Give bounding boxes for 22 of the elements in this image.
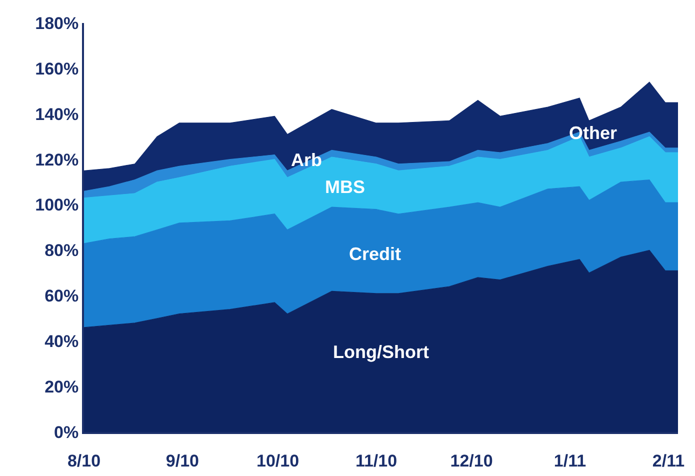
y-tick-label: 180% bbox=[35, 14, 79, 33]
y-tick-label: 40% bbox=[44, 332, 79, 352]
x-tick-label: 1/11 bbox=[554, 451, 586, 470]
series-label: Credit bbox=[349, 244, 402, 264]
y-tick-label: 120% bbox=[35, 150, 79, 170]
series-label: Arb bbox=[291, 150, 322, 170]
x-tick-label: 9/10 bbox=[166, 451, 200, 470]
x-tick-label: 2/11 bbox=[652, 451, 685, 470]
y-tick-label: 20% bbox=[44, 378, 79, 397]
x-tick-label: 10/10 bbox=[256, 451, 300, 470]
y-tick-label: 80% bbox=[44, 241, 79, 260]
series-label: MBS bbox=[325, 177, 365, 197]
y-tick-label: 160% bbox=[35, 59, 79, 78]
y-tick-label: 60% bbox=[44, 286, 79, 306]
x-tick-label: 12/10 bbox=[450, 451, 493, 470]
x-tick-label: 8/10 bbox=[67, 451, 101, 470]
series-label: Long/Short bbox=[333, 342, 429, 362]
y-tick-label: 100% bbox=[35, 196, 79, 215]
y-tick-label: 140% bbox=[35, 104, 79, 124]
series-label: Other bbox=[569, 123, 618, 143]
y-tick-label: 0% bbox=[54, 422, 79, 442]
x-tick-label: 11/10 bbox=[355, 451, 398, 470]
